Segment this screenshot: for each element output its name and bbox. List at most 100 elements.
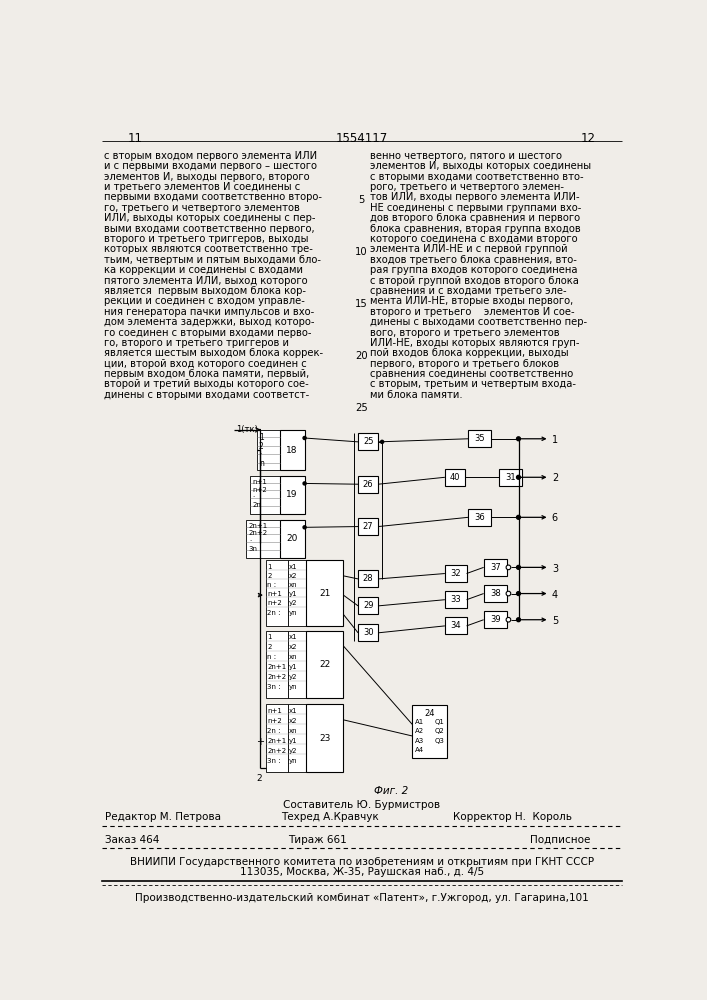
Text: Фиг. 2: Фиг. 2 (373, 786, 408, 796)
Bar (306, 631, 344, 698)
Text: n+2: n+2 (252, 487, 267, 493)
Circle shape (517, 592, 520, 595)
Text: 26: 26 (363, 480, 373, 489)
Text: 2n: 2n (252, 502, 262, 508)
Text: которого соединена с входами второго: которого соединена с входами второго (370, 234, 578, 244)
Text: y2: y2 (289, 674, 298, 680)
Text: 2n+1: 2n+1 (249, 523, 268, 529)
Bar (484, 585, 507, 602)
Text: выми входами соответственно первого,: выми входами соответственно первого, (104, 224, 315, 234)
Bar (257, 430, 280, 470)
Text: НЕ соединены с первыми группами вхо-: НЕ соединены с первыми группами вхо- (370, 203, 581, 213)
Text: 12: 12 (580, 132, 596, 145)
Bar (266, 560, 288, 626)
Text: 2n+1: 2n+1 (267, 738, 286, 744)
Text: 11: 11 (127, 132, 142, 145)
Text: динены с вторыми входами соответст-: динены с вторыми входами соответст- (104, 390, 309, 400)
Text: 1554117: 1554117 (336, 132, 388, 145)
Text: входов третьего блока сравнения, вто-: входов третьего блока сравнения, вто- (370, 255, 577, 265)
Text: y1: y1 (289, 738, 298, 744)
Bar (306, 704, 344, 772)
Text: дов второго блока сравнения и первого: дов второго блока сравнения и первого (370, 213, 580, 223)
Text: x2: x2 (289, 718, 298, 724)
Text: 22: 22 (319, 660, 330, 669)
Text: A4: A4 (414, 747, 423, 753)
Text: A3: A3 (414, 738, 424, 744)
Text: 27: 27 (363, 522, 373, 531)
Text: ка коррекции и соединены с входами: ка коррекции и соединены с входами (104, 265, 303, 275)
Text: рого, третьего и четвертого элемен-: рого, третьего и четвертого элемен- (370, 182, 563, 192)
Text: 19: 19 (286, 490, 298, 499)
Bar (266, 631, 288, 698)
Text: Составитель Ю. Бурмистров: Составитель Ю. Бурмистров (284, 800, 440, 810)
Text: 37: 37 (490, 563, 501, 572)
Circle shape (506, 565, 510, 570)
Text: 2: 2 (552, 473, 558, 483)
Text: 1(тк): 1(тк) (235, 425, 257, 434)
Text: ми блока памяти.: ми блока памяти. (370, 390, 462, 400)
Text: n :: n : (267, 582, 276, 588)
Text: 2: 2 (267, 573, 271, 579)
Text: Редактор М. Петрова: Редактор М. Петрова (105, 812, 221, 822)
Text: первым входом блока памяти, первый,: первым входом блока памяти, первый, (104, 369, 309, 379)
Text: пятого элемента ИЛИ, выход которого: пятого элемента ИЛИ, выход которого (104, 276, 308, 286)
Bar (358, 597, 378, 614)
Text: 25: 25 (355, 403, 368, 413)
Bar (280, 476, 305, 514)
Text: x2: x2 (289, 644, 298, 650)
Text: x1: x1 (289, 634, 298, 640)
Text: 24: 24 (424, 709, 435, 718)
Circle shape (517, 515, 520, 519)
Text: 31: 31 (506, 473, 516, 482)
Text: 15: 15 (355, 299, 368, 309)
Text: 113035, Москва, Ж-35, Раушская наб., д. 4/5: 113035, Москва, Ж-35, Раушская наб., д. … (240, 867, 484, 877)
Text: второй и третий выходы которого сое-: второй и третий выходы которого сое- (104, 379, 309, 389)
Bar (280, 430, 305, 470)
Text: +: + (256, 737, 264, 747)
Text: y1: y1 (289, 591, 298, 597)
Text: 3n :: 3n : (267, 758, 281, 764)
Text: n :: n : (267, 654, 276, 660)
Text: 38: 38 (490, 589, 501, 598)
Text: yn: yn (289, 610, 298, 616)
Text: ·: · (259, 450, 262, 459)
Bar (412, 705, 448, 758)
Bar (484, 611, 507, 628)
Bar (468, 430, 491, 447)
Bar (468, 509, 491, 526)
Text: ции, второй вход которого соединен с: ции, второй вход которого соединен с (104, 359, 307, 369)
Text: дом элемента задержки, выход которо-: дом элемента задержки, выход которо- (104, 317, 315, 327)
Text: n+2: n+2 (267, 718, 282, 724)
Text: Производственно-издательский комбинат «Патент», г.Ужгород, ул. Гагарина,101: Производственно-издательский комбинат «П… (135, 893, 589, 903)
Text: 21: 21 (319, 589, 330, 598)
Text: 6: 6 (552, 513, 558, 523)
Text: n+1: n+1 (267, 708, 282, 714)
Text: мента ИЛИ-НЕ, вторые входы первого,: мента ИЛИ-НЕ, вторые входы первого, (370, 296, 573, 306)
Text: 33: 33 (450, 595, 461, 604)
Text: элементов И, выходы которых соединены: элементов И, выходы которых соединены (370, 161, 591, 171)
Text: Подписное: Подписное (530, 835, 590, 845)
Text: Q1: Q1 (435, 719, 445, 725)
Text: A1: A1 (414, 719, 424, 725)
Text: 2: 2 (257, 774, 262, 783)
Text: 36: 36 (474, 513, 485, 522)
Text: 2n :: 2n : (267, 728, 281, 734)
Text: 2: 2 (267, 644, 271, 650)
Text: является  первым выходом блока кор-: является первым выходом блока кор- (104, 286, 306, 296)
Text: x1: x1 (289, 708, 298, 714)
Bar (484, 559, 507, 576)
Bar (358, 433, 378, 450)
Text: рая группа входов которого соединена: рая группа входов которого соединена (370, 265, 577, 275)
Circle shape (517, 565, 520, 569)
Bar (250, 476, 280, 514)
Text: 29: 29 (363, 601, 373, 610)
Bar (247, 520, 280, 558)
Bar (288, 560, 306, 626)
Bar (266, 704, 288, 772)
Text: первого, второго и третьего блоков: первого, второго и третьего блоков (370, 359, 559, 369)
Text: y2: y2 (289, 748, 298, 754)
Text: сравнения соединены соответственно: сравнения соединены соответственно (370, 369, 573, 379)
Bar (358, 624, 378, 641)
Text: 2n+2: 2n+2 (267, 674, 286, 680)
Text: 18: 18 (286, 446, 298, 455)
